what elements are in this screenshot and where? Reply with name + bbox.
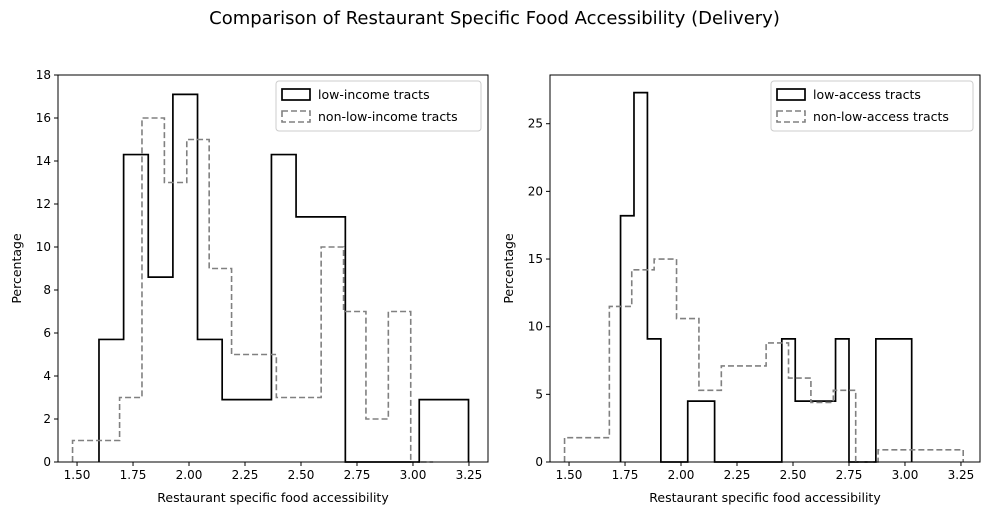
x-tick-label: 1.75 [612,468,639,482]
series-step-secondary [71,117,434,463]
x-tick-label: 2.25 [232,468,259,482]
legend-box [770,80,974,132]
x-tick-label: 1.50 [556,468,583,482]
y-tick-label: 10 [36,240,51,254]
legend-label: non-low-access tracts [813,109,949,124]
y-tick-label: 8 [43,283,51,297]
y-tick-label: 18 [36,68,51,82]
y-tick-label: 16 [36,111,51,125]
legend-swatch [281,110,311,123]
x-tick-label: 3.00 [400,468,427,482]
axes-frame [549,74,981,463]
y-tick-label: 10 [528,320,543,334]
x-tick-label: 3.00 [892,468,919,482]
axes-frame [57,74,489,463]
x-axis-label: Restaurant specific food accessibility [157,490,389,505]
x-tick-label: 2.25 [724,468,751,482]
legend-label: low-income tracts [318,87,430,102]
y-tick-label: 20 [528,184,543,198]
legend-box [275,80,482,132]
x-tick-label: 1.75 [120,468,147,482]
y-tick-label: 12 [36,197,51,211]
right-histogram-panel: 1.50 1.75 2.00 2.25 2.50 2.75 3.00 3.25 0 5 10 15 20… [501,74,981,505]
y-tick-label: 6 [43,326,51,340]
x-tick-label: 3.25 [948,468,975,482]
legend-swatch [776,88,806,101]
x-tick-label: 2.00 [176,468,203,482]
y-tick-label: 0 [43,455,51,469]
y-tick-label: 14 [36,154,51,168]
left-histogram-panel: 1.50 1.75 2.00 2.25 2.50 2.75 3.00 3.25 0 2 4 6 8 10 1… [9,68,489,505]
legend-swatch [776,110,806,123]
y-tick-label: 4 [43,369,51,383]
x-tick-label: 2.00 [668,468,695,482]
y-tick-label: 15 [528,252,543,266]
x-tick-label: 2.75 [836,468,863,482]
y-tick-label: 2 [43,412,51,426]
y-axis-label: Percentage [9,233,24,304]
y-tick-label: 5 [535,387,543,401]
figure-suptitle: Comparison of Restaurant Specific Food A… [209,8,780,29]
x-tick-label: 2.50 [780,468,807,482]
y-axis-label: Percentage [501,233,516,304]
y-tick-label: 25 [528,117,543,131]
legend-label: non-low-income tracts [318,109,458,124]
series-step-secondary [563,258,965,463]
legend-label: low-access tracts [813,87,921,102]
x-tick-label: 3.25 [456,468,483,482]
legend-swatch [281,88,311,101]
legend: low-access tracts non-low-access tracts [770,80,974,132]
x-tick-label: 2.50 [288,468,315,482]
y-tick-label: 0 [535,455,543,469]
x-axis-label: Restaurant specific food accessibility [649,490,881,505]
legend: low-income tracts non-low-income tracts [275,80,482,132]
x-tick-label: 2.75 [344,468,371,482]
x-tick-label: 1.50 [64,468,91,482]
